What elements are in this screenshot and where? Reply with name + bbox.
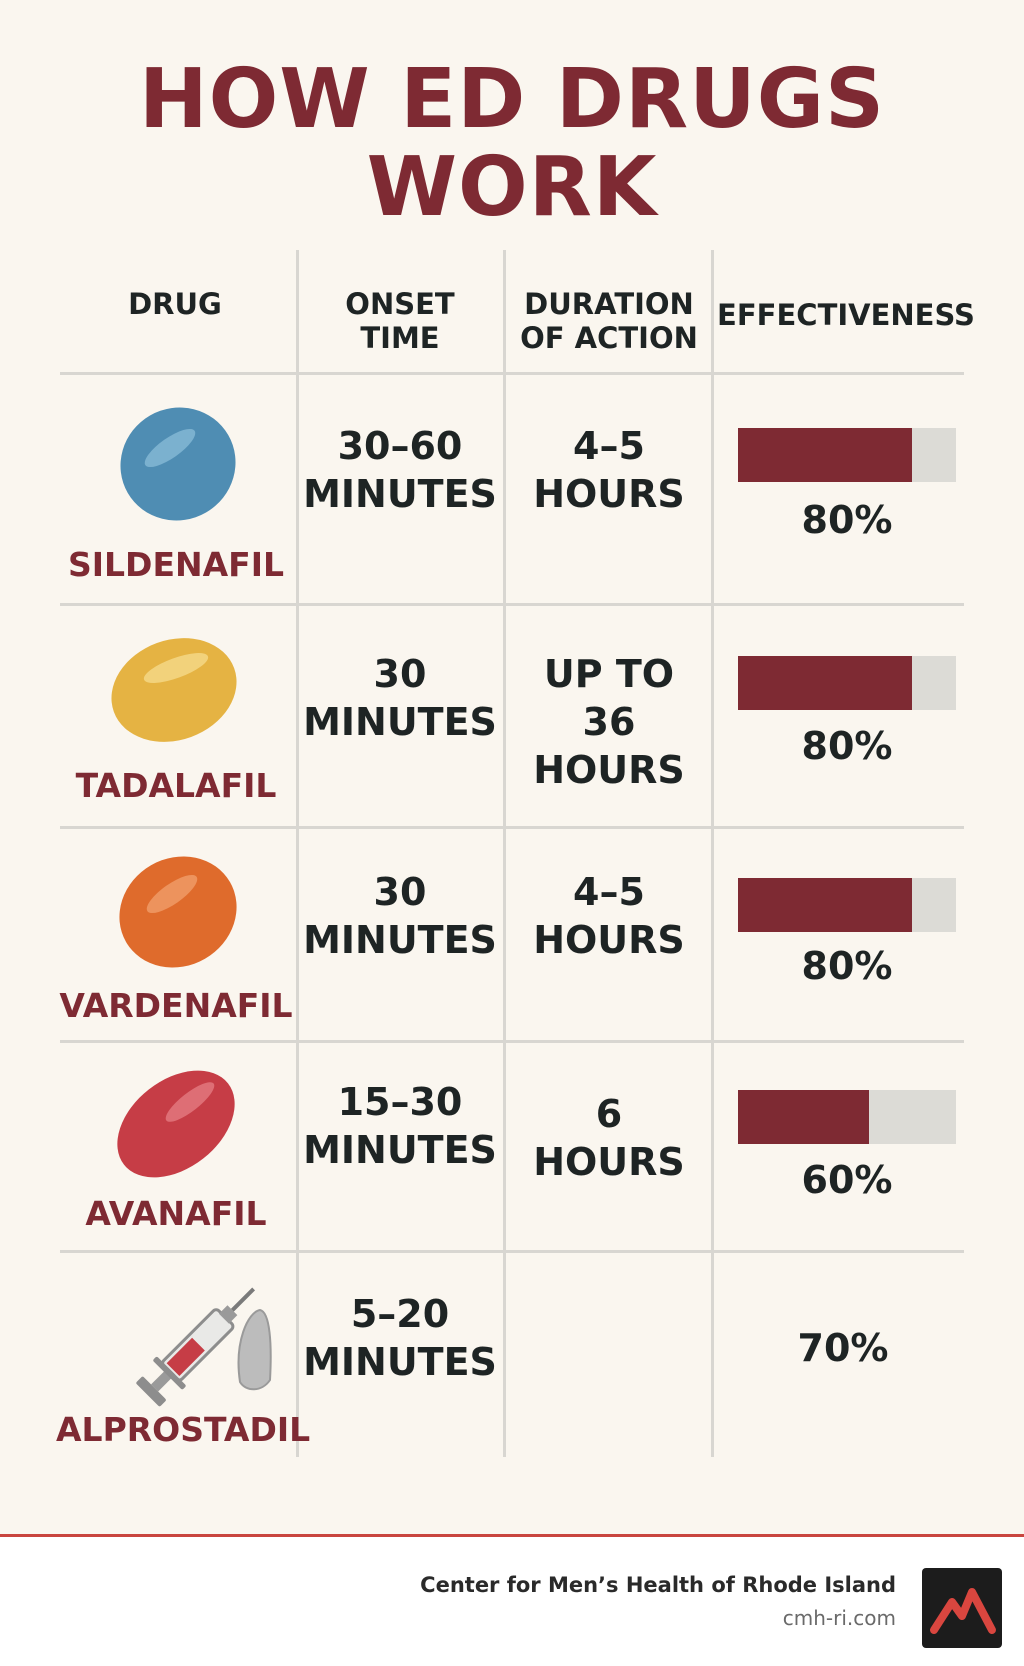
- orange-pill-icon: [119, 856, 237, 968]
- onset-time: 30–60 MINUTES: [300, 422, 500, 518]
- duration-unit: HOURS: [533, 918, 685, 962]
- mountain-logo-icon: [922, 1568, 1002, 1648]
- effectiveness-fill: [738, 878, 913, 932]
- onset-unit: MINUTES: [303, 1128, 497, 1172]
- effectiveness-fill: [738, 1090, 869, 1144]
- header-onset-line2: TIME: [360, 321, 440, 355]
- onset-value: 15–30: [337, 1080, 463, 1124]
- column-divider: [711, 250, 714, 1457]
- duration-unit: 36 HOURS: [533, 700, 685, 792]
- duration: 4–5 HOURS: [507, 868, 711, 964]
- duration-value: 4–5: [573, 424, 645, 468]
- row-divider: [60, 603, 964, 606]
- onset-time: 15–30 MINUTES: [300, 1078, 500, 1174]
- duration: 6 HOURS: [507, 1090, 711, 1186]
- title-text: HOW ED DRUGS WORK: [138, 52, 886, 235]
- onset-time: 5–20 MINUTES: [300, 1290, 500, 1386]
- duration-value: 4–5: [573, 870, 645, 914]
- drug-name: TADALAFIL: [75, 766, 277, 805]
- effectiveness-label: 80%: [801, 498, 893, 542]
- effectiveness-label: 80%: [801, 944, 893, 988]
- header-drug: DRUG: [60, 287, 290, 321]
- header-duration-line1: DURATION: [524, 287, 694, 321]
- effectiveness-bar: [738, 656, 956, 710]
- onset-value: 5–20: [350, 1292, 450, 1336]
- header-drug-label: DRUG: [128, 287, 222, 321]
- onset-value: 30–60: [337, 424, 463, 468]
- row-divider: [60, 826, 964, 829]
- drug-name: ALPROSTADIL: [56, 1410, 311, 1449]
- header-duration: DURATION OF ACTION: [507, 287, 711, 355]
- header-duration-line2: OF ACTION: [520, 321, 698, 355]
- footer-divider: [0, 1534, 1024, 1537]
- header-onset-line1: ONSET: [345, 287, 455, 321]
- onset-unit: MINUTES: [303, 1340, 497, 1384]
- page-title: HOW ED DRUGS WORK: [0, 56, 1024, 232]
- duration-unit: HOURS: [533, 472, 685, 516]
- row-divider: [60, 1040, 964, 1043]
- effectiveness-label: 70%: [797, 1326, 889, 1370]
- column-divider: [296, 250, 299, 1457]
- duration-value: 6: [595, 1092, 623, 1136]
- organization-name: Center for Men’s Health of Rhode Island: [420, 1573, 896, 1597]
- effectiveness-label: 80%: [801, 724, 893, 768]
- header-effectiveness: EFFECTIVENESS: [714, 298, 978, 332]
- duration: UP TO 36 HOURS: [507, 650, 711, 794]
- effectiveness-bar: [738, 1090, 956, 1144]
- onset-time: 30 MINUTES: [300, 650, 500, 746]
- drug-name: VARDENAFIL: [59, 986, 293, 1025]
- drug-name: SILDENAFIL: [67, 545, 284, 584]
- drug-name: AVANAFIL: [85, 1194, 267, 1233]
- onset-unit: MINUTES: [303, 700, 497, 744]
- header-onset: ONSET TIME: [300, 287, 500, 355]
- onset-value: 30: [373, 652, 427, 696]
- effectiveness-label: 60%: [801, 1158, 893, 1202]
- effectiveness-fill: [738, 428, 913, 482]
- row-divider: [60, 372, 964, 375]
- effectiveness-fill: [738, 656, 913, 710]
- blue-pill-icon: [120, 407, 236, 521]
- row-divider: [60, 1250, 964, 1253]
- logo-mark: [930, 1588, 996, 1634]
- onset-time: 30 MINUTES: [300, 868, 500, 964]
- header-effectiveness-label: EFFECTIVENESS: [717, 298, 975, 332]
- yellow-pill-icon: [111, 638, 237, 742]
- effectiveness-bar: [738, 428, 956, 482]
- website-link[interactable]: cmh-ri.com: [782, 1606, 896, 1630]
- duration-unit: HOURS: [533, 1140, 685, 1184]
- onset-unit: MINUTES: [303, 472, 497, 516]
- footer: [0, 1537, 1024, 1666]
- onset-unit: MINUTES: [303, 918, 497, 962]
- duration: 4–5 HOURS: [507, 422, 711, 518]
- column-divider: [503, 250, 506, 1457]
- syringe-icon: [136, 1287, 272, 1407]
- effectiveness-bar: [738, 878, 956, 932]
- onset-value: 30: [373, 870, 427, 914]
- red-pill-icon: [117, 1070, 235, 1178]
- duration-value: UP TO: [543, 652, 675, 696]
